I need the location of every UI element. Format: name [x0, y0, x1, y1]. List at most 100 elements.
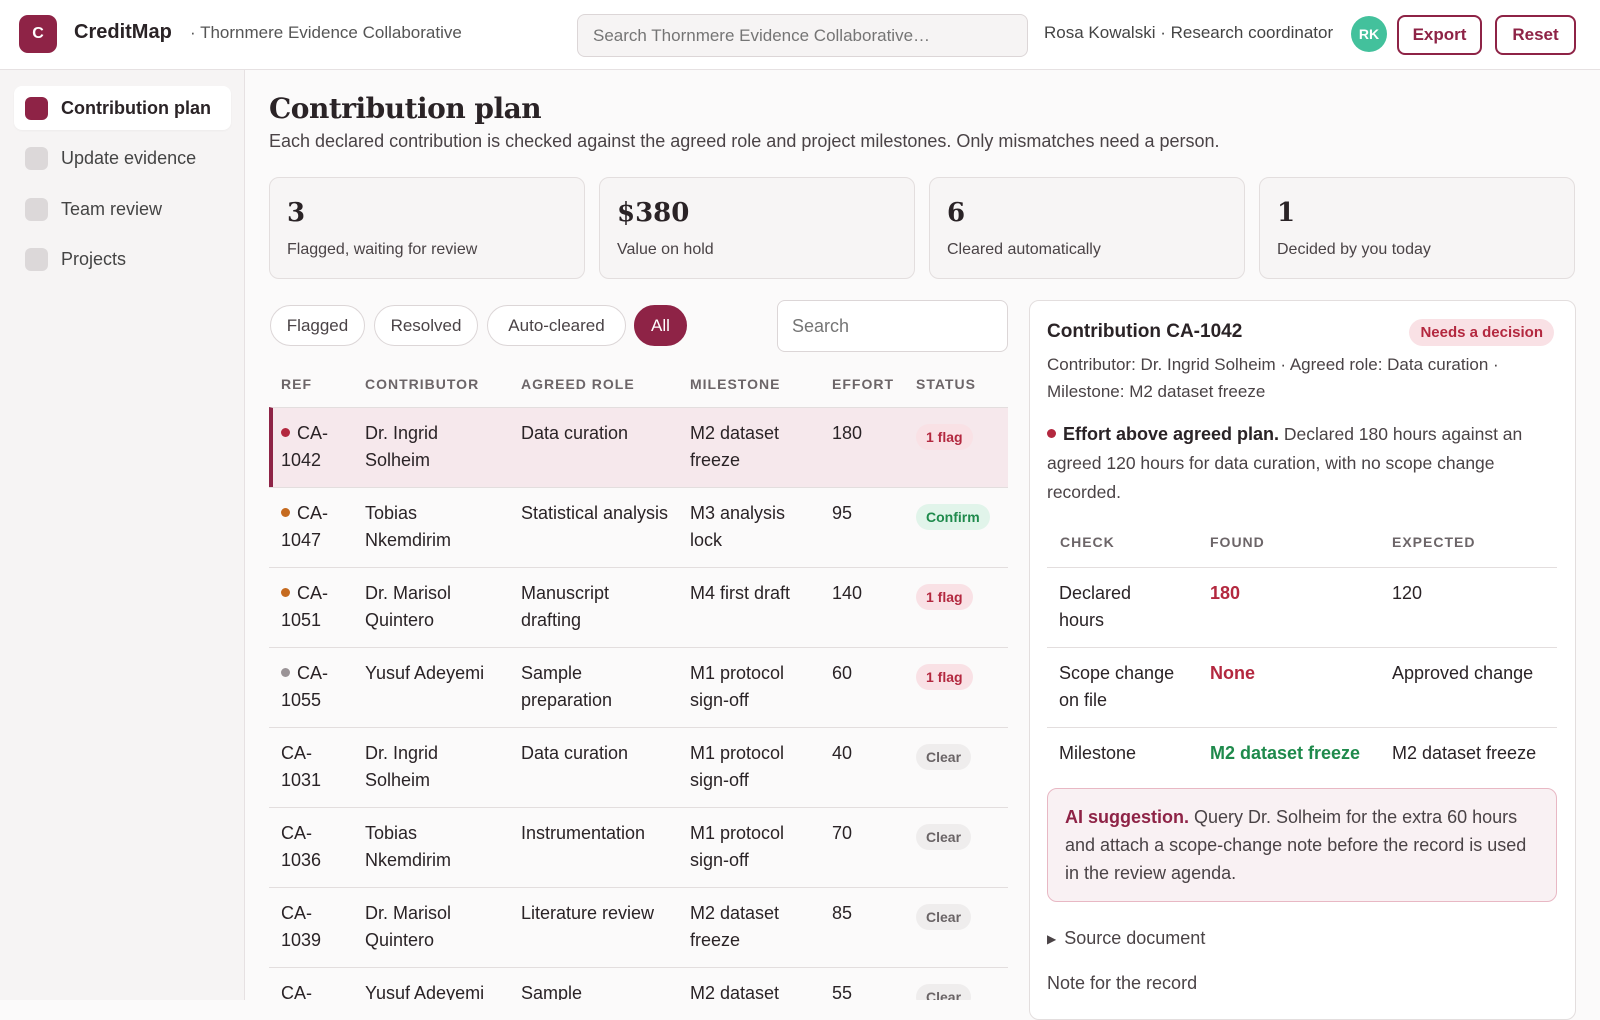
cell-role: Data curation [521, 423, 629, 443]
issue-summary: Effort above agreed plan. Declared 180 h… [1047, 420, 1557, 507]
status-badge: Confirm [916, 504, 990, 530]
cell-effort: 85 [832, 903, 853, 923]
sidebar-item-label: Contribution plan [61, 97, 211, 118]
ai-suggestion: AI suggestion. Query Dr. Solheim for the… [1047, 788, 1557, 902]
cell-milestone: M2 dataset [690, 983, 780, 1000]
table-row[interactable]: CA-1047 Tobias Nkemdirim Statistical ana… [269, 487, 1008, 567]
detail-panel: Contribution CA-1042 Needs a decision Co… [1029, 300, 1576, 1020]
column-header-contributor[interactable]: CONTRIBUTOR [365, 376, 480, 392]
page-title: Contribution plan [269, 92, 542, 125]
cell-role: Statistical analysis [521, 503, 669, 523]
cell-ref: CA-1036 [281, 823, 322, 870]
reset-button[interactable]: Reset [1495, 15, 1576, 55]
sidebar-item-update-evidence[interactable]: Update evidence [14, 136, 231, 180]
source-document-toggle[interactable]: ▶ Source document [1047, 928, 1205, 949]
user-name: Rosa Kowalski · Research coordinator [1044, 23, 1334, 42]
issue-title: Effort above agreed plan. [1063, 424, 1280, 444]
cell-ref: CA-1042 [281, 423, 328, 470]
cell-role: Sample [521, 983, 583, 1000]
cell-ref: CA-1039 [281, 903, 322, 950]
table-row[interactable]: CA-1031 Dr. Ingrid Solheim Data curation… [269, 727, 1008, 807]
status-badge: Needs a decision [1409, 319, 1554, 346]
alert-dot-icon [1047, 429, 1056, 438]
check-expected: M2 dataset freeze [1392, 743, 1537, 763]
sidebar-item-projects[interactable]: Projects [14, 237, 231, 281]
expected-column-header: EXPECTED [1392, 534, 1476, 550]
cell-effort: 40 [832, 743, 853, 763]
top-bar: C CreditMap · Thornmere Evidence Collabo… [0, 0, 1600, 70]
check-column-header: CHECK [1060, 534, 1115, 550]
filter-resolved[interactable]: Resolved [374, 305, 478, 346]
triangle-right-icon: ▶ [1047, 931, 1057, 946]
export-button[interactable]: Export [1397, 15, 1482, 55]
cell-contributor: Dr. Ingrid Solheim [365, 423, 439, 470]
table-row[interactable]: CA-1036 Tobias Nkemdirim Instrumentation… [269, 807, 1008, 887]
status-dot-icon [281, 668, 290, 677]
column-header-ref[interactable]: REF [281, 376, 312, 392]
avatar[interactable]: RK [1351, 16, 1387, 52]
status-dot-icon [281, 508, 290, 517]
cell-role: Data curation [521, 743, 629, 763]
issue-text: Declared 180 hours against an agreed 120… [1047, 424, 1523, 502]
stat-label: Decided by you today [1277, 241, 1431, 258]
stat-value: $380 [617, 198, 690, 228]
detail-title: Contribution CA-1042 [1047, 321, 1243, 342]
filter-auto-cleared[interactable]: Auto-cleared [487, 305, 626, 346]
stat-card-cleared: 6 Cleared automatically [929, 177, 1245, 279]
table-row[interactable]: CA-1055 Yusuf Adeyemi Sample preparation… [269, 647, 1008, 727]
check-name: Declared hours [1059, 583, 1132, 630]
status-badge: 1 flag [916, 664, 973, 690]
cell-contributor: Yusuf Adeyemi [365, 983, 485, 1000]
column-header-effort[interactable]: EFFORT [832, 376, 894, 392]
cell-milestone: M4 first draft [690, 583, 791, 603]
status-badge: Clear [916, 904, 972, 930]
ai-suggestion-label: AI suggestion. [1065, 807, 1190, 827]
cell-contributor: Yusuf Adeyemi [365, 663, 485, 683]
nav-square-icon [25, 197, 48, 221]
check-row: Declared hours 180 120 [1047, 567, 1557, 647]
stat-label: Value on hold [617, 241, 714, 258]
nav-square-icon [25, 96, 48, 120]
cell-milestone: M2 dataset freeze [690, 903, 780, 950]
cell-effort: 180 [832, 423, 863, 443]
stat-value: 3 [287, 198, 306, 228]
sidebar-item-label: Team review [61, 198, 163, 219]
cell-contributor: Dr. Marisol Quintero [365, 903, 452, 950]
column-header-milestone[interactable]: MILESTONE [690, 376, 781, 392]
page-subtitle: Each declared contribution is checked ag… [269, 131, 1220, 151]
source-document-label: Source document [1064, 928, 1206, 948]
check-found: 180 [1210, 583, 1241, 603]
check-name: Milestone [1059, 743, 1137, 763]
column-header-status[interactable]: STATUS [916, 376, 976, 392]
app-logo[interactable]: C [19, 15, 57, 53]
column-header-agreed-role[interactable]: AGREED ROLE [521, 376, 635, 392]
table-row[interactable]: CA-1042 Dr. Ingrid Solheim Data curation… [269, 407, 1008, 487]
status-badge: 1 flag [916, 424, 973, 450]
global-search-input[interactable] [577, 14, 1028, 57]
sidebar-item-label: Projects [61, 248, 127, 269]
cell-contributor: Tobias Nkemdirim [365, 823, 452, 870]
filter-all[interactable]: All [634, 305, 687, 346]
cell-effort: 55 [832, 983, 853, 1000]
found-column-header: FOUND [1210, 534, 1265, 550]
status-badge: Clear [916, 744, 972, 770]
table-row[interactable]: CA- Yusuf Adeyemi Sample M2 dataset 55 C… [269, 967, 1008, 1000]
table-row[interactable]: CA-1039 Dr. Marisol Quintero Literature … [269, 887, 1008, 967]
cell-contributor: Tobias Nkemdirim [365, 503, 452, 550]
sidebar-item-team-review[interactable]: Team review [14, 187, 231, 231]
table-row[interactable]: CA-1051 Dr. Marisol Quintero Manuscript … [269, 567, 1008, 647]
table-search-input[interactable] [777, 300, 1008, 352]
stat-value: 1 [1277, 198, 1296, 228]
sidebar-item-contribution-plan[interactable]: Contribution plan [14, 86, 231, 130]
cell-effort: 70 [832, 823, 853, 843]
nav-square-icon [25, 247, 48, 271]
cell-effort: 140 [832, 583, 863, 603]
cell-milestone: M2 dataset freeze [690, 423, 780, 470]
organization-name: · Thornmere Evidence Collaborative [190, 23, 462, 42]
ai-suggestion-text: Query Dr. Solheim for the extra 60 hours… [1065, 807, 1527, 883]
cell-ref: CA-1047 [281, 503, 328, 550]
sidebar-item-label: Update evidence [61, 147, 197, 168]
filter-flagged[interactable]: Flagged [270, 305, 365, 346]
stat-label: Flagged, waiting for review [287, 241, 478, 258]
cell-milestone: M3 analysis lock [690, 503, 786, 550]
